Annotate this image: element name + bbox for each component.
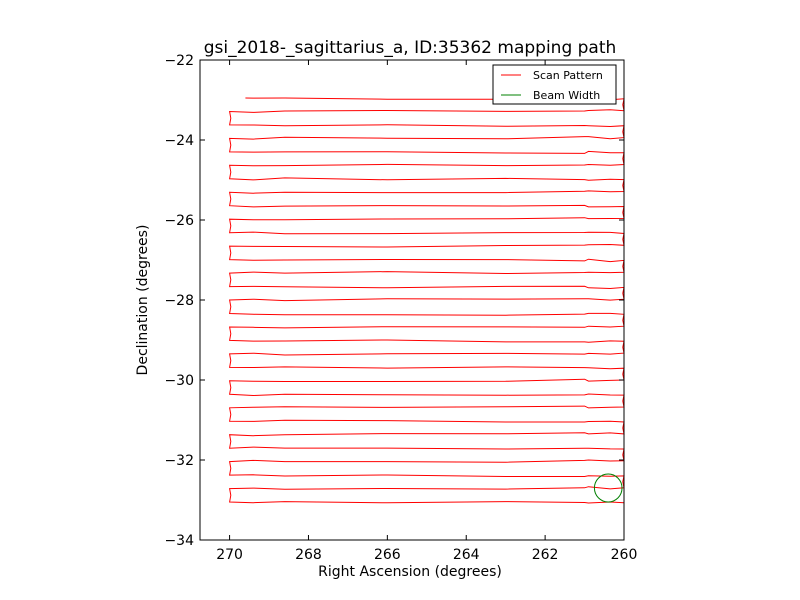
y-tick-label: −34 [164,533,194,549]
legend-label-beam-width: Beam Width [533,89,600,102]
plot-area [228,97,625,504]
y-tick-label: −30 [164,373,194,389]
x-axis-label: Right Ascension (degrees) [318,564,502,580]
legend: Scan Pattern Beam Width [492,64,617,105]
y-tick-label: −22 [164,53,194,69]
x-tick-label: 268 [295,547,322,563]
y-tick-label: −26 [164,213,194,229]
legend-box [492,64,617,105]
y-tick-label: −32 [164,453,194,469]
chart-title: gsi_2018-_sagittarius_a, ID:35362 mappin… [204,38,617,58]
y-axis: −22 −24 −26 −28 −30 −32 −34 [164,53,624,549]
y-tick-label: −24 [164,133,194,149]
scan-pattern-line [228,97,625,504]
y-tick-label: −28 [164,293,194,309]
x-tick-label: 266 [374,547,401,563]
beam-width-circle [593,473,623,503]
x-axis: 270 268 266 264 262 260 [216,60,637,563]
x-tick-label: 260 [611,547,638,563]
x-tick-label: 270 [216,547,243,563]
x-tick-label: 264 [453,547,480,563]
legend-label-scan-pattern: Scan Pattern [533,69,603,82]
x-tick-label: 262 [532,547,559,563]
y-axis-label: Declination (degrees) [135,225,151,376]
